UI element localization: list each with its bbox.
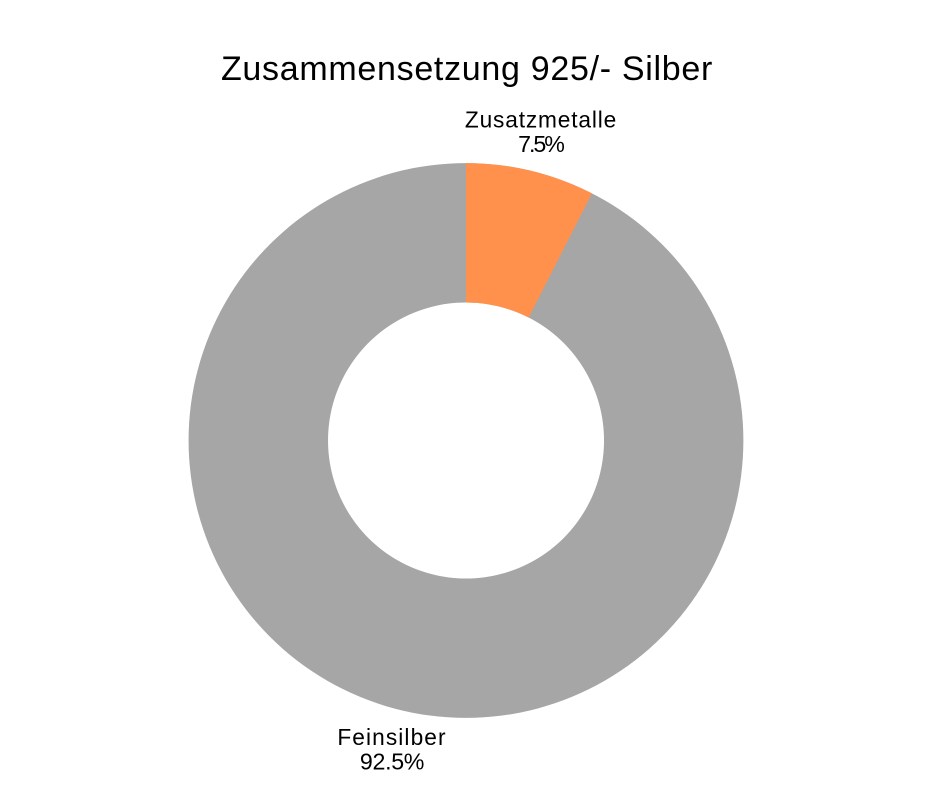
svg-text:Feinsilber: Feinsilber: [337, 724, 446, 750]
svg-text:Zusatzmetalle: Zusatzmetalle: [465, 106, 617, 132]
svg-text:Zusammensetzung 925/- Silber: Zusammensetzung 925/- Silber: [221, 50, 713, 88]
svg-text:92.5%: 92.5%: [360, 749, 424, 775]
svg-text:7.5%: 7.5%: [518, 131, 564, 157]
